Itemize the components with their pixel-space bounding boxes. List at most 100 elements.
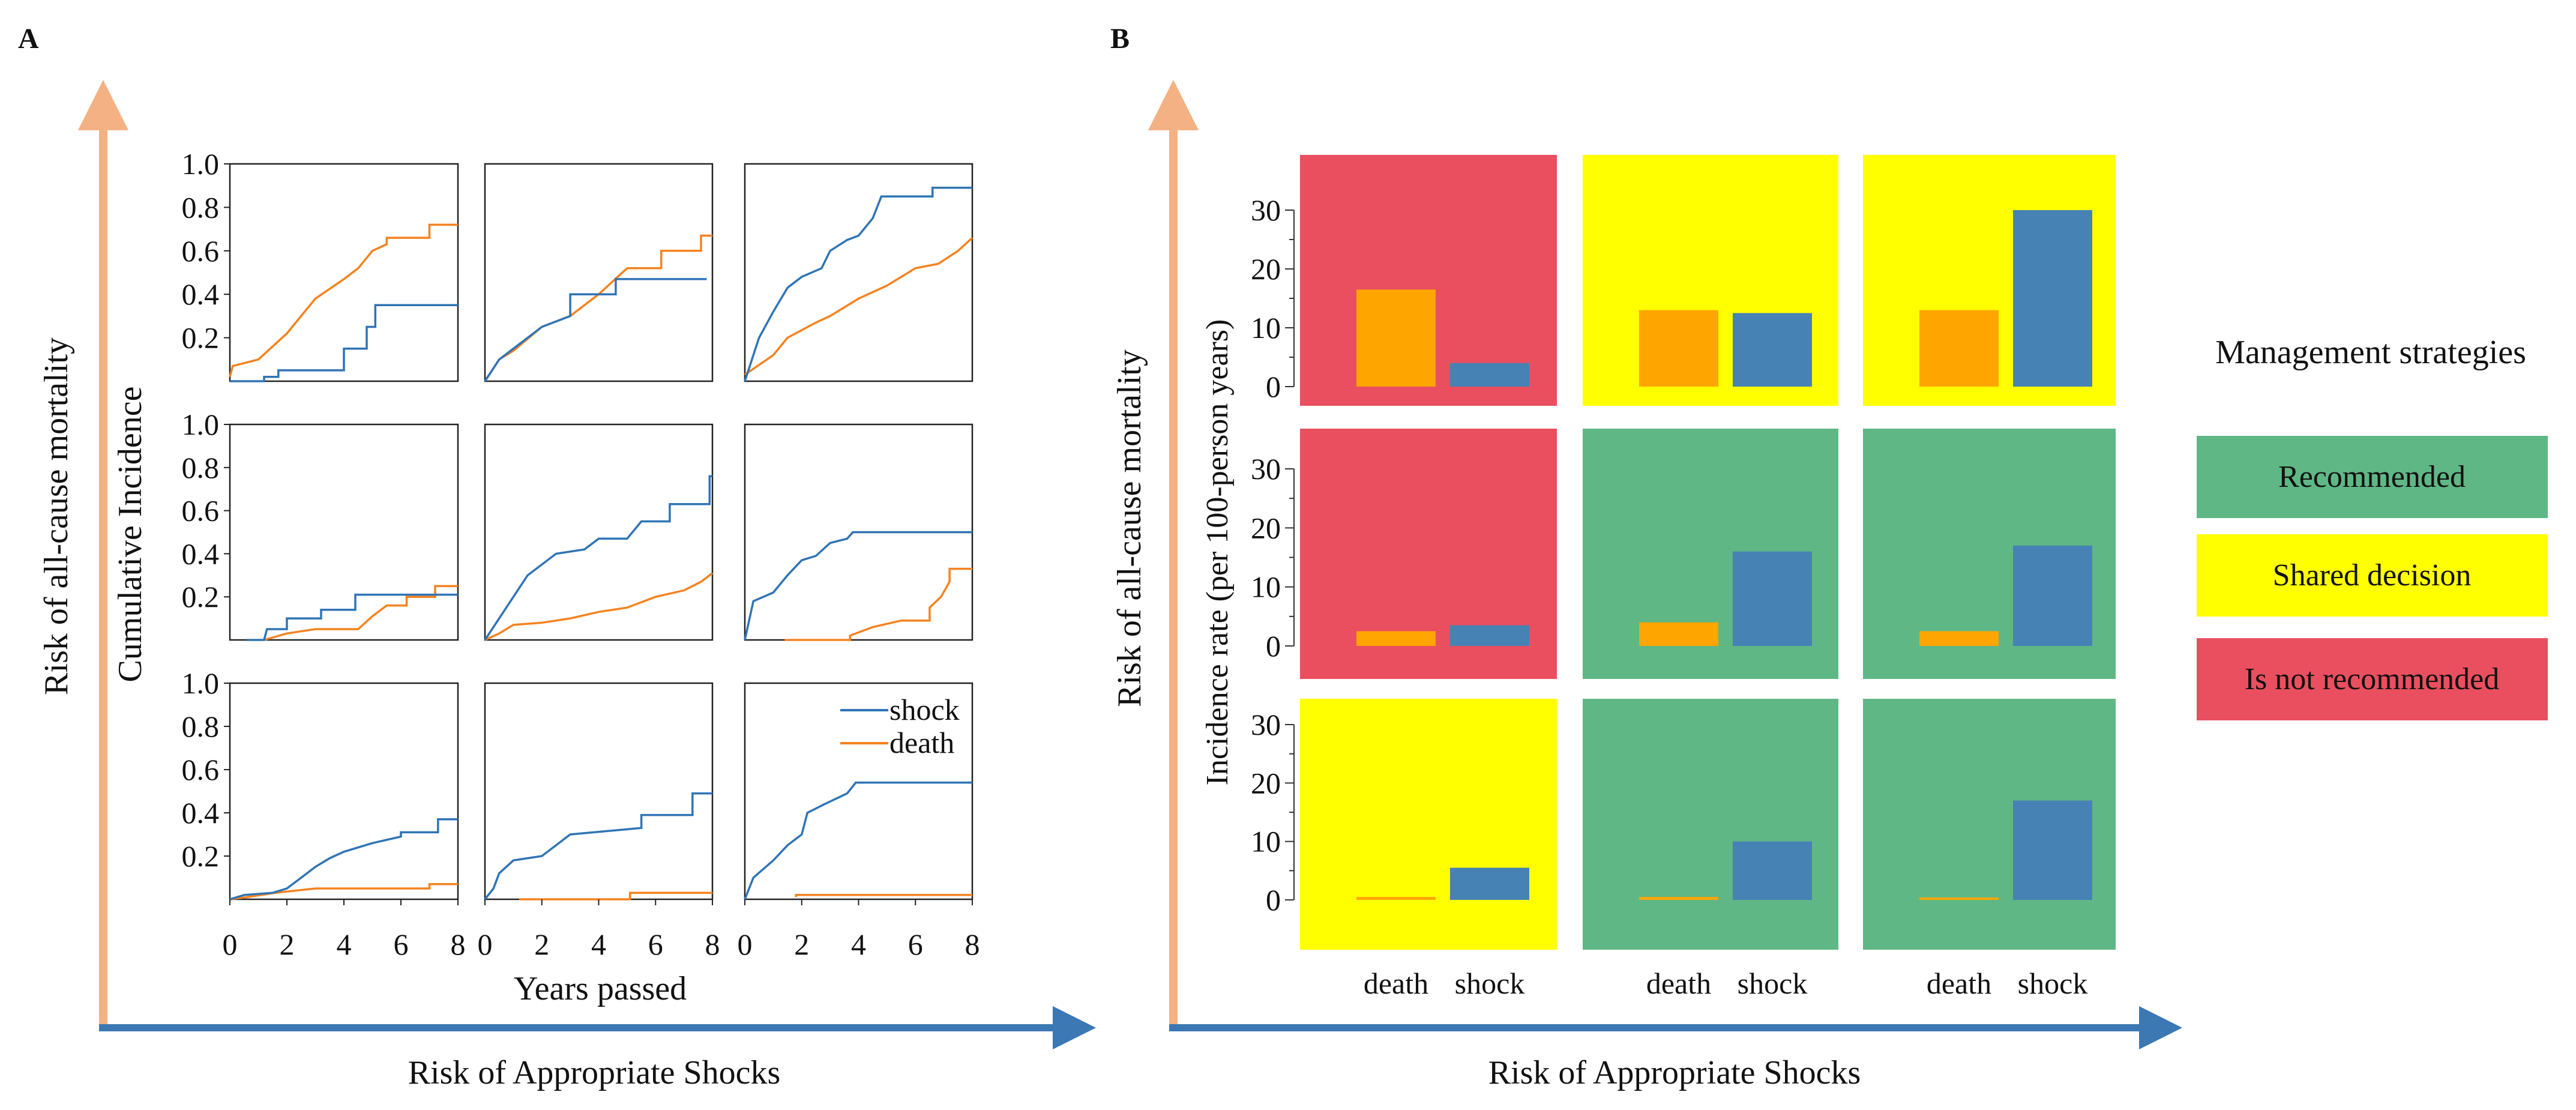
x-tick-label: 2 [534, 928, 549, 961]
y-tick-label: 0 [1266, 883, 1281, 917]
death-curve [263, 585, 458, 641]
shock-category-label: shock [2018, 967, 2088, 1000]
legend-box-shared [2197, 534, 2548, 617]
legend-label-not: Is not recommended [2245, 662, 2500, 696]
shock-category-label: shock [1738, 967, 1808, 1000]
death-curve [229, 223, 458, 378]
shock-bar [1450, 363, 1529, 387]
y-tick-label: 0.2 [182, 839, 220, 873]
y-tick-label: 0.4 [182, 796, 220, 830]
death-bar [1919, 631, 1999, 646]
y-tick-label: 0.6 [182, 753, 220, 786]
y-axis-label-incidence: Incidence rate (per 100-person years) [1200, 319, 1235, 786]
x-tick-label: 2 [280, 928, 295, 961]
legend-box-recommended [2197, 436, 2548, 518]
shock-bar [1450, 625, 1529, 646]
x-tick-label: 6 [648, 928, 663, 961]
y-tick-label: 0.4 [182, 277, 220, 311]
shock-bar [1733, 551, 1812, 646]
shock-bar [2013, 545, 2092, 646]
strategy-cell-shared [1300, 699, 1557, 950]
death-curve [744, 237, 974, 376]
death-category-label: death [1927, 967, 1991, 1000]
death-bar [1356, 289, 1436, 387]
death-curve [519, 891, 712, 900]
death-curve [795, 894, 972, 897]
shock-curve [744, 781, 972, 900]
shock-bar [2013, 210, 2092, 387]
death-category-label: death [1646, 967, 1711, 1000]
legend-label-shared: Shared decision [2273, 558, 2472, 593]
death-category-label: death [1364, 967, 1428, 1000]
strategy-cell-recommended [1583, 699, 1838, 950]
x-tick-label: 8 [705, 928, 720, 961]
x-tick-label: 6 [908, 928, 923, 961]
shock-bar [1733, 841, 1812, 900]
y-tick-label: 30 [1251, 452, 1281, 486]
y-tick-label: 0.8 [182, 710, 220, 743]
x-tick-label: 8 [965, 928, 980, 961]
y-tick-label: 0.8 [182, 451, 220, 484]
shock-curve [484, 475, 712, 641]
x-tick-label: 4 [337, 928, 352, 961]
death-bar [1356, 631, 1436, 646]
death-legend-label: death [889, 726, 954, 759]
subplot-frame [229, 163, 459, 382]
subplot-frame [229, 682, 459, 900]
x-tick-label: 0 [223, 928, 238, 961]
x-tick-label: 4 [591, 928, 606, 961]
subplot-frame [744, 163, 974, 382]
death-bar [1919, 310, 1999, 387]
x-arrow-label-b: Risk of Appropriate Shocks [1488, 1054, 1861, 1091]
y-tick-label: 1.0 [182, 147, 220, 181]
x-tick-label: 0 [478, 928, 493, 961]
legend-box-not [2197, 638, 2548, 720]
death-bar [1639, 622, 1718, 646]
x-arrow-label-a: Risk of Appropriate Shocks [408, 1054, 781, 1091]
x-axis-label-years: Years passed [514, 970, 687, 1007]
shock-bar [1450, 867, 1529, 900]
y-tick-label: 20 [1251, 252, 1281, 286]
x-tick-label: 6 [394, 928, 409, 961]
x-tick-label: 8 [451, 928, 466, 961]
panel-a-curves: 0.2 0.4 0.6 0.8 1.0 0.2 0.4 0.6 0.8 1.0 0.2 0.4 0.6 0… [182, 147, 980, 961]
death-curve [229, 883, 458, 900]
y-tick-label: 0.2 [182, 321, 220, 355]
subplot-frame [484, 163, 714, 382]
y-tick-label: 30 [1251, 193, 1281, 227]
y-tick-label: 0.4 [182, 537, 220, 570]
y-tick-label: 0.8 [182, 190, 220, 224]
death-curve [484, 572, 714, 641]
subplot-frame [484, 423, 714, 641]
y-tick-label: 10 [1251, 825, 1281, 858]
shock-category-label: shock [1455, 967, 1525, 1000]
y-arrow-label-a: Risk of all-cause mortality [38, 337, 75, 695]
legend-title: Management strategies [2215, 334, 2526, 371]
shock-curve [229, 818, 458, 900]
shock-curve [744, 187, 972, 382]
shock-curve [744, 531, 972, 641]
y-tick-label: 1.0 [182, 408, 220, 441]
death-curve [784, 567, 972, 641]
y-axis-label-cumulative: Cumulative Incidence [112, 387, 149, 683]
strategy-legend: Recommended Shared decision Is not recomme… [2197, 436, 2548, 720]
x-tick-label: 4 [851, 928, 866, 961]
y-tick-label: 0.6 [182, 494, 220, 528]
y-tick-label: 0 [1266, 370, 1281, 403]
panel-label-a: A [18, 23, 39, 55]
y-tick-label: 1.0 [182, 666, 220, 700]
y-arrow-label-b: Risk of all-cause mortality [1111, 349, 1148, 707]
y-tick-label: 20 [1251, 511, 1281, 544]
y-tick-label: 10 [1251, 311, 1281, 345]
shock-curve [484, 278, 707, 382]
y-tick-label: 10 [1251, 570, 1281, 604]
subplot-frame [229, 423, 459, 641]
panel-b-bars: 0 10 20 30 0 10 20 30 0 10 20 30 death shock death shoc… [1251, 155, 2116, 1000]
panel-label-b: B [1110, 23, 1130, 55]
x-tick-label: 0 [738, 928, 753, 961]
y-tick-label: 0.6 [182, 234, 220, 268]
y-tick-label: 20 [1251, 766, 1281, 800]
y-tick-label: 0 [1266, 629, 1281, 663]
death-bar [1639, 310, 1718, 387]
shock-curve [247, 593, 458, 641]
